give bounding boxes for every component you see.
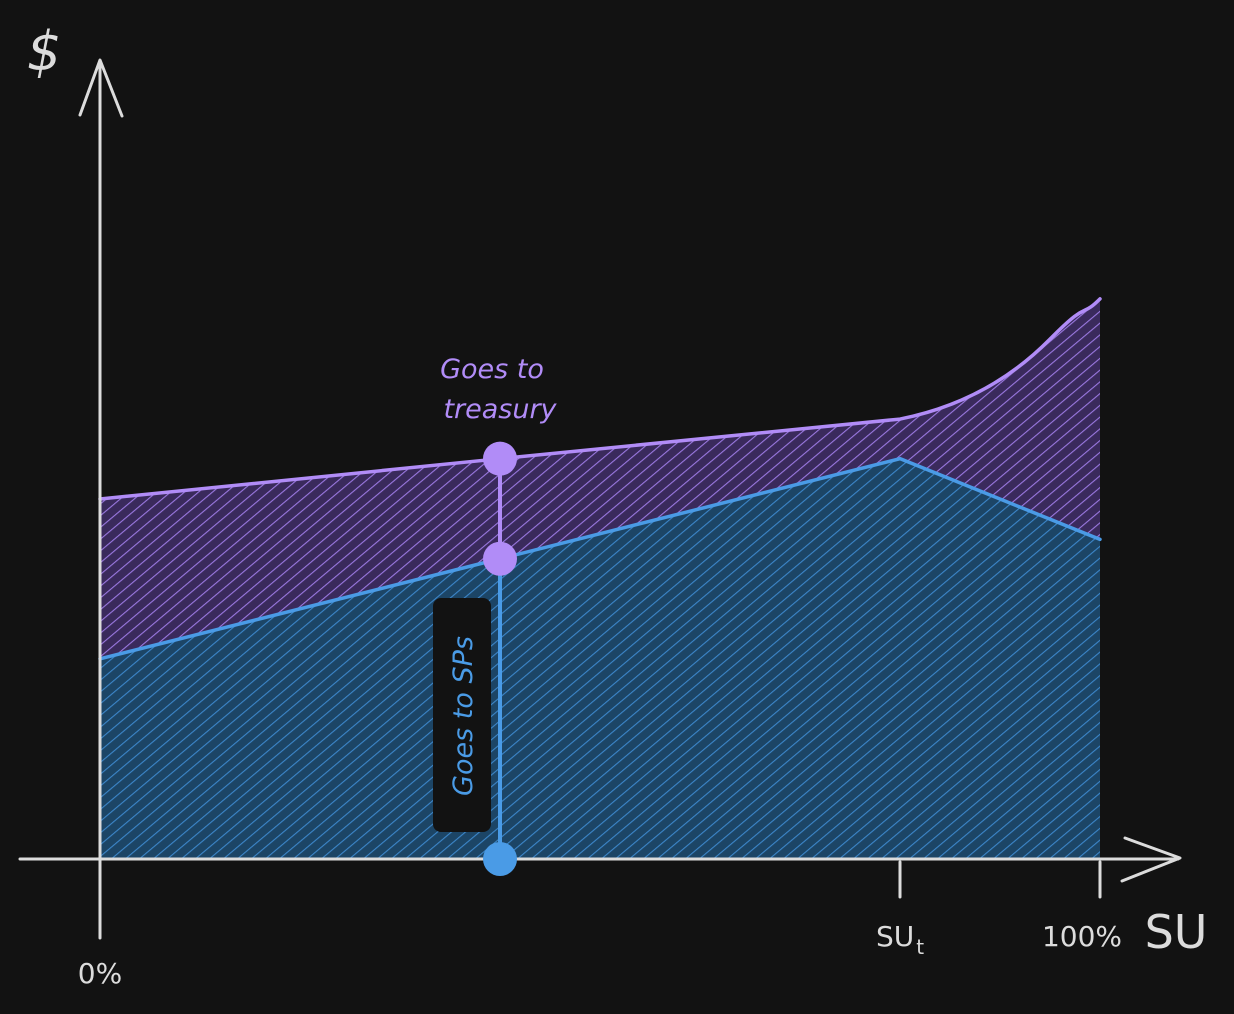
x-tick-label-2: 100% bbox=[1042, 920, 1122, 953]
marker-dot-0 bbox=[483, 441, 517, 476]
x-tick-label-0: 0% bbox=[78, 957, 122, 990]
area-layer bbox=[100, 298, 1100, 860]
x-axis-arrowhead bbox=[1120, 836, 1182, 883]
y-axis-arrowhead bbox=[78, 58, 124, 118]
annotation-sps-bg bbox=[433, 598, 491, 832]
y-axis-label: $ bbox=[27, 20, 61, 83]
annotation-treasury-line1: Goes to bbox=[440, 354, 544, 385]
marker-layer bbox=[483, 441, 517, 876]
x-tick-label-1: SU t bbox=[876, 920, 924, 959]
marker-dot-2 bbox=[483, 842, 517, 876]
marker-dot-1 bbox=[483, 541, 517, 576]
area-sps bbox=[100, 458, 1100, 859]
annotation-sps: Goes to SPs bbox=[448, 636, 479, 796]
x-ticks: 0% SU t 100% bbox=[78, 860, 1122, 990]
x-axis-label: SU bbox=[1145, 905, 1208, 959]
series-line-sps bbox=[98, 456, 1102, 661]
line-layer bbox=[98, 297, 1102, 661]
series-line-treasury bbox=[98, 297, 1102, 501]
annotation-treasury-line2: treasury bbox=[443, 394, 557, 425]
axes bbox=[18, 58, 1182, 940]
